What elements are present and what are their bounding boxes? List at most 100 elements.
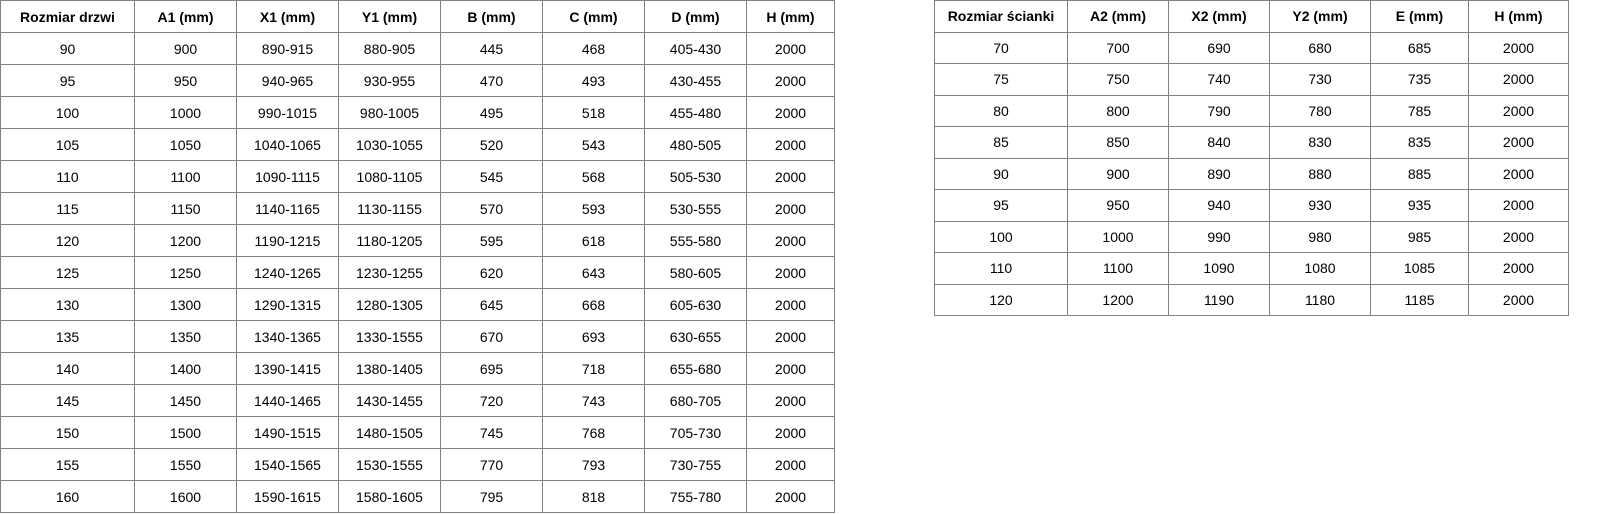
table-cell: 445 [440, 32, 543, 65]
table-cell: 530-555 [644, 192, 747, 225]
table-cell: 1500 [134, 416, 237, 449]
table-cell: 545 [440, 160, 543, 193]
table-cell: 1100 [1067, 252, 1169, 285]
table-cell: 1540-1565 [236, 448, 339, 481]
table-cell: 1200 [1067, 283, 1169, 316]
table-cell: 1200 [134, 224, 237, 257]
table-cell: 1440-1465 [236, 384, 339, 417]
table-cell: 155 [0, 448, 135, 481]
table-cell: 468 [542, 32, 645, 65]
table-cell: 743 [542, 384, 645, 417]
table-cell: 1190-1215 [236, 224, 339, 257]
table-row: 75 750 740 730 735 2000 [934, 63, 1569, 96]
table-cell: 1190 [1168, 283, 1270, 316]
table-cell: 2000 [1468, 63, 1569, 96]
table-cell: 880 [1269, 157, 1371, 190]
table-cell: 693 [542, 320, 645, 353]
table-cell: 795 [440, 480, 543, 513]
table-cell: 980-1005 [338, 96, 441, 129]
table-cell: 770 [440, 448, 543, 481]
table-cell: 980 [1269, 220, 1371, 253]
column-header: Y2 (mm) [1269, 0, 1371, 33]
column-header: X2 (mm) [1168, 0, 1270, 33]
table-cell: 1430-1455 [338, 384, 441, 417]
table-cell: 1230-1255 [338, 256, 441, 289]
table-cell: 125 [0, 256, 135, 289]
table-cell: 90 [0, 32, 135, 65]
table-cell: 1100 [134, 160, 237, 193]
table-cell: 718 [542, 352, 645, 385]
table-cell: 1185 [1370, 283, 1469, 316]
table-row: 100 1000 990-1015 980-1005 495 518 455-480 2000 [0, 96, 835, 129]
table-row: 110 1100 1090 1080 1085 2000 [934, 252, 1569, 285]
table-cell: 140 [0, 352, 135, 385]
table-cell: 505-530 [644, 160, 747, 193]
table-cell: 2000 [746, 96, 835, 129]
column-header: E (mm) [1370, 0, 1469, 33]
table-row: 125 1250 1240-1265 1230-1255 620 643 580-605 20… [0, 256, 835, 289]
table-cell: 1300 [134, 288, 237, 321]
column-header: Y1 (mm) [338, 0, 441, 33]
table-cell: 100 [934, 220, 1068, 253]
table-cell: 518 [542, 96, 645, 129]
table-cell: 2000 [746, 160, 835, 193]
column-header: A2 (mm) [1067, 0, 1169, 33]
table-cell: 495 [440, 96, 543, 129]
table-row: 135 1350 1340-1365 1330-1555 670 693 630-655 20… [0, 320, 835, 353]
table-row: 90 900 890 880 885 2000 [934, 157, 1569, 190]
table-cell: 1180-1205 [338, 224, 441, 257]
table-cell: 1330-1555 [338, 320, 441, 353]
column-header: H (mm) [1468, 0, 1569, 33]
table-row: 120 1200 1190-1215 1180-1205 595 618 555-580 20… [0, 224, 835, 257]
table-cell: 695 [440, 352, 543, 385]
table-cell: 830 [1269, 126, 1371, 159]
table-cell: 1050 [134, 128, 237, 161]
header-row: Rozmiar ścianki A2 (mm) X2 (mm) Y2 (mm) E (m… [934, 0, 1569, 33]
table-cell: 2000 [746, 256, 835, 289]
table-cell: 1550 [134, 448, 237, 481]
column-header: X1 (mm) [236, 0, 339, 33]
table-cell: 430-455 [644, 64, 747, 97]
table-cell: 405-430 [644, 32, 747, 65]
table-cell: 110 [934, 252, 1068, 285]
table-cell: 1080 [1269, 252, 1371, 285]
table-row: 120 1200 1190 1180 1185 2000 [934, 283, 1569, 316]
table-cell: 790 [1168, 94, 1270, 127]
table-cell: 595 [440, 224, 543, 257]
table-cell: 2000 [1468, 157, 1569, 190]
table-cell: 2000 [746, 224, 835, 257]
table-cell: 120 [934, 283, 1068, 316]
table-cell: 1400 [134, 352, 237, 385]
table-cell: 555-580 [644, 224, 747, 257]
table-cell: 2000 [746, 384, 835, 417]
table-row: 155 1550 1540-1565 1530-1555 770 793 730-755 20… [0, 448, 835, 481]
column-header: C (mm) [542, 0, 645, 33]
table-cell: 2000 [746, 448, 835, 481]
table-cell: 580-605 [644, 256, 747, 289]
table-cell: 160 [0, 480, 135, 513]
table-cell: 593 [542, 192, 645, 225]
table-cell: 930 [1269, 189, 1371, 222]
table-cell: 940-965 [236, 64, 339, 97]
table-cell: 2000 [746, 192, 835, 225]
table-cell: 455-480 [644, 96, 747, 129]
table-cell: 985 [1370, 220, 1469, 253]
table-cell: 105 [0, 128, 135, 161]
table-cell: 145 [0, 384, 135, 417]
table-cell: 1280-1305 [338, 288, 441, 321]
table-cell: 793 [542, 448, 645, 481]
table-row: 110 1100 1090-1115 1080-1105 545 568 505-530 20… [0, 160, 835, 193]
table-cell: 990 [1168, 220, 1270, 253]
table-cell: 115 [0, 192, 135, 225]
table-row: 140 1400 1390-1415 1380-1405 695 718 655-680 20… [0, 352, 835, 385]
table-cell: 645 [440, 288, 543, 321]
table-cell: 2000 [746, 320, 835, 353]
table-cell: 2000 [746, 416, 835, 449]
table-row: 130 1300 1290-1315 1280-1305 645 668 605-630 20… [0, 288, 835, 321]
table-cell: 1480-1505 [338, 416, 441, 449]
door-dimensions-table: Rozmiar drzwi A1 (mm) X1 (mm) Y1 (mm) B (mm)… [0, 0, 835, 513]
table-cell: 818 [542, 480, 645, 513]
table-cell: 618 [542, 224, 645, 257]
table-row: 95 950 940 930 935 2000 [934, 189, 1569, 222]
table-cell: 668 [542, 288, 645, 321]
